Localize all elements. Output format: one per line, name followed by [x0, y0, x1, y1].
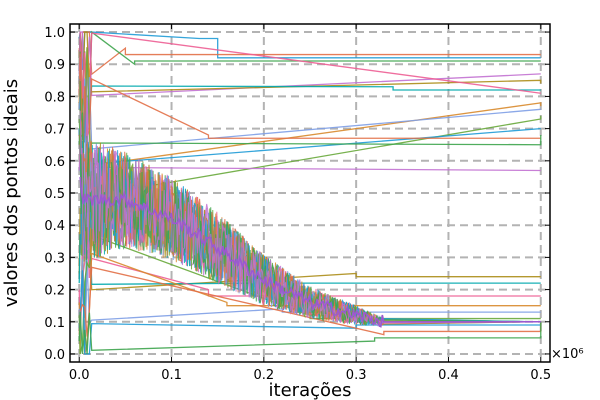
x-axis-label: iterações	[269, 380, 352, 400]
y-tick-label: 0.4	[44, 219, 65, 234]
y-tick-label: 0.0	[44, 348, 65, 363]
series-line	[78, 234, 541, 355]
y-tick-label: 0.1	[44, 316, 65, 331]
mean-trace	[79, 176, 541, 328]
x-tick-label: 0.4	[438, 368, 459, 383]
y-tick-label: 0.5	[44, 187, 65, 202]
noisy-band-layer	[79, 51, 541, 328]
x-tick-label: 0.0	[69, 368, 90, 383]
x-tick-label: 0.5	[530, 368, 551, 383]
y-tick-label: 0.3	[44, 251, 65, 266]
x-tick-label: 0.2	[254, 368, 275, 383]
y-tick-label: 0.8	[44, 90, 65, 105]
y-axis-label: valores dos pontos ideais	[1, 79, 22, 307]
y-tick-label: 0.7	[44, 123, 65, 138]
series-line	[78, 266, 542, 337]
tick-layer: 0.0 0.1 0.2 0.3 0.4 0.5 0.0 0.1 0.2 0.3 0.4 0.5 0.6 0…	[44, 24, 551, 383]
series-line	[78, 311, 542, 355]
x-tick-label: 0.3	[346, 368, 367, 383]
y-tick-label: 1.0	[44, 26, 65, 41]
y-tick-label: 0.6	[44, 155, 65, 170]
x-tick-label: 0.1	[161, 368, 182, 383]
x-exponent-label: ×10⁶	[551, 347, 584, 362]
grid-layer	[70, 24, 550, 362]
y-tick-label: 0.9	[44, 58, 65, 73]
noisy-trace	[79, 110, 541, 326]
y-tick-label: 0.2	[44, 284, 65, 299]
series-line	[78, 270, 542, 355]
